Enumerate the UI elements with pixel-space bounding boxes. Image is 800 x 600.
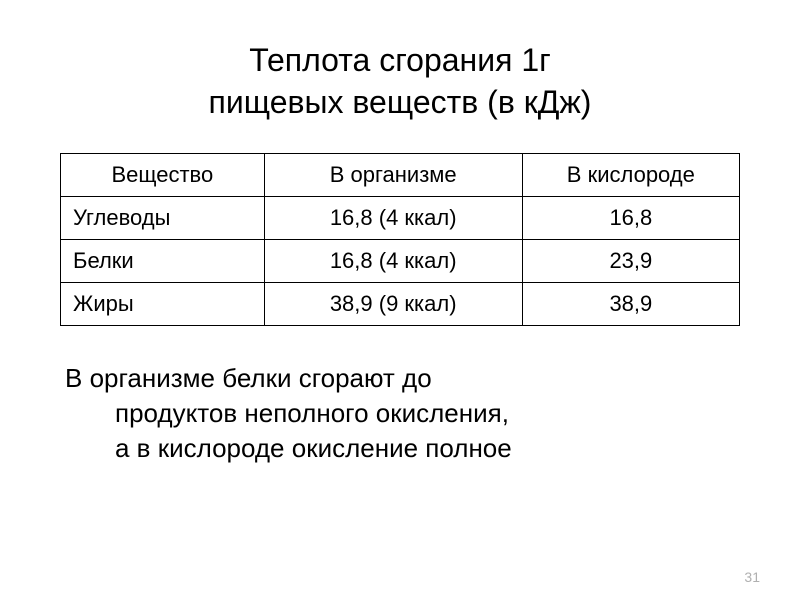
page-number: 31: [744, 569, 760, 585]
cell-in-oxygen: 16,8: [522, 197, 739, 240]
header-in-body: В организме: [264, 154, 522, 197]
header-in-oxygen: В кислороде: [522, 154, 739, 197]
cell-in-body: 38,9 (9 ккал): [264, 283, 522, 326]
table-row: Белки 16,8 (4 ккал) 23,9: [61, 240, 740, 283]
nutrients-table: Вещество В организме В кислороде Углевод…: [60, 153, 740, 326]
table-header-row: Вещество В организме В кислороде: [61, 154, 740, 197]
cell-in-oxygen: 38,9: [522, 283, 739, 326]
cell-in-oxygen: 23,9: [522, 240, 739, 283]
cell-substance: Углеводы: [61, 197, 265, 240]
header-substance: Вещество: [61, 154, 265, 197]
table-row: Углеводы 16,8 (4 ккал) 16,8: [61, 197, 740, 240]
body-line-1: В организме белки сгорают до: [65, 363, 432, 393]
body-paragraph: В организме белки сгорают до продуктов н…: [60, 361, 740, 466]
cell-in-body: 16,8 (4 ккал): [264, 240, 522, 283]
cell-in-body: 16,8 (4 ккал): [264, 197, 522, 240]
cell-substance: Жиры: [61, 283, 265, 326]
body-line-2: продуктов неполного окисления,: [65, 396, 740, 431]
table-row: Жиры 38,9 (9 ккал) 38,9: [61, 283, 740, 326]
body-line-3: а в кислороде окисление полное: [65, 431, 740, 466]
title-line-1: Теплота сгорания 1г: [249, 42, 551, 78]
cell-substance: Белки: [61, 240, 265, 283]
slide-title: Теплота сгорания 1г пищевых веществ (в к…: [60, 40, 740, 123]
title-line-2: пищевых веществ (в кДж): [209, 84, 592, 120]
